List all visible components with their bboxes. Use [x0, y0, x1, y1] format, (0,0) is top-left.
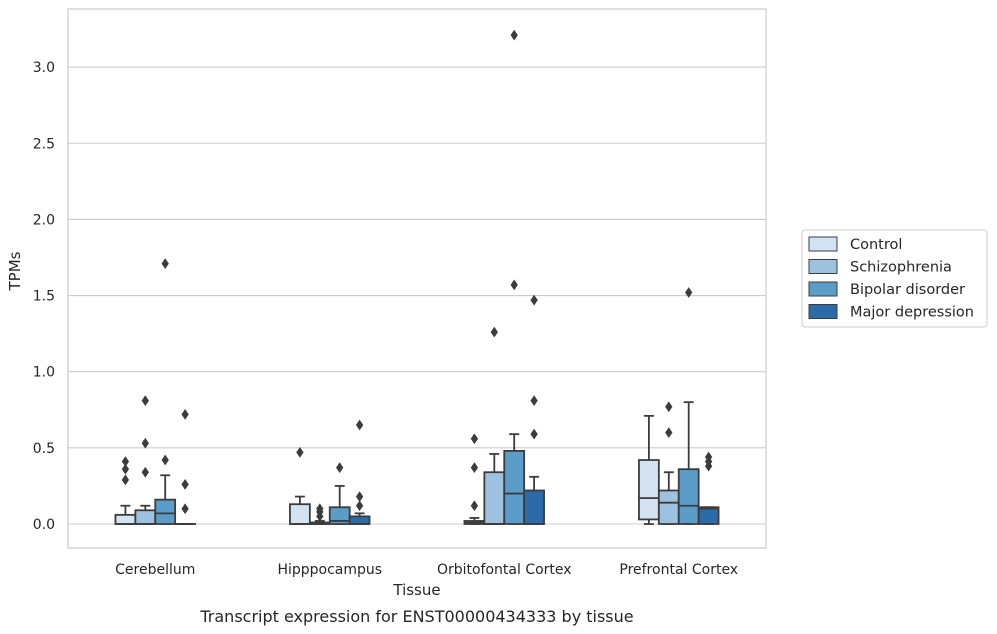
legend-swatch: [808, 259, 838, 274]
outlier-point: [121, 456, 130, 467]
legend-swatch: [808, 304, 838, 319]
outlier-point: [181, 503, 189, 515]
y-tick-label: 0.5: [33, 441, 55, 457]
x-axis-title: Tissue: [392, 581, 440, 599]
outlier-point: [510, 279, 518, 291]
box-2-0: [154, 258, 177, 525]
box-2-2: [503, 29, 526, 525]
legend-label: Major depression: [850, 305, 974, 321]
box-body: [697, 506, 720, 525]
y-tick-label: 3.0: [33, 60, 55, 76]
y-tick-label: 1.5: [33, 289, 55, 305]
outlier-point: [336, 462, 344, 474]
grid-lines: [68, 66, 766, 525]
legend: Control Schizophrenia Bipolar disorder Majo…: [801, 229, 988, 328]
box-0-0: [114, 456, 137, 525]
outlier-point: [181, 408, 189, 420]
legend-label: Control: [850, 237, 902, 253]
box-body: [483, 471, 506, 525]
outlier-point: [355, 491, 364, 502]
outlier-point: [530, 395, 538, 407]
box-body: [677, 468, 700, 525]
outlier-point: [470, 500, 479, 512]
box-0-1: [289, 447, 311, 525]
box-body: [348, 515, 371, 525]
box-0-2: [463, 433, 486, 525]
y-tick-label: 0.0: [33, 517, 55, 533]
outlier-point: [141, 466, 149, 478]
outlier-point: [296, 447, 304, 458]
legend-label: Schizophrenia: [850, 260, 952, 276]
x-tick-label: Cerebellum: [115, 562, 195, 578]
box-3-2: [523, 294, 545, 525]
x-tick-label: Orbitofontal Cortex: [437, 562, 572, 578]
y-tick-label: 1.0: [33, 365, 55, 381]
outlier-point: [181, 479, 189, 490]
x-tick-label: Prefrontal Cortex: [619, 562, 738, 578]
outlier-point: [141, 437, 149, 449]
box-2-3: [677, 287, 700, 525]
y-axis-title: TPMs: [6, 251, 24, 291]
box-body: [503, 449, 526, 525]
x-axis-ticks: Cerebellum Hipppocampus Orbitofontal Corte…: [115, 562, 738, 578]
box-1-1: [308, 503, 331, 525]
y-tick-label: 2.0: [33, 212, 55, 228]
box-body: [114, 513, 137, 525]
box-body: [657, 489, 680, 525]
legend-items: Control Schizophrenia Bipolar disorder Majo…: [808, 236, 974, 321]
box-1-3: [657, 401, 680, 525]
chart-caption: Transcript expression for ENST0000043433…: [199, 607, 633, 626]
outlier-point: [685, 287, 693, 298]
y-tick-label: 2.5: [33, 136, 55, 152]
box-body: [523, 489, 545, 525]
box-body: [638, 459, 660, 521]
box-layer: [114, 29, 720, 525]
legend-swatch: [808, 281, 838, 297]
outlier-point: [316, 503, 324, 515]
outlier-point: [141, 395, 149, 407]
y-axis-ticks: 0.0 0.5 1.0 1.5 2.0 2.5 3.0: [33, 60, 55, 533]
outlier-point: [161, 258, 169, 269]
box-body: [289, 503, 311, 525]
legend-label: Bipolar disorder: [850, 282, 965, 298]
outlier-point: [530, 294, 538, 306]
outlier-point: [470, 462, 479, 474]
box-3-0: [174, 408, 196, 525]
outlier-point: [470, 433, 479, 445]
box-body: [134, 509, 157, 525]
legend-frame: [801, 229, 988, 328]
outlier-point: [121, 474, 130, 486]
outlier-point: [530, 428, 538, 440]
outlier-point: [161, 454, 169, 466]
box-2-1: [328, 462, 351, 525]
outlier-point: [510, 29, 518, 41]
box-body: [154, 498, 177, 525]
outlier-point: [704, 451, 713, 463]
box-3-1: [348, 419, 371, 525]
outlier-point: [490, 326, 498, 338]
legend-swatch: [808, 236, 838, 252]
outlier-point: [665, 427, 673, 438]
box-0-3: [638, 414, 660, 525]
box-1-0: [134, 395, 157, 525]
outlier-point: [121, 463, 130, 475]
box-3-3: [697, 451, 720, 525]
x-tick-label: Hipppocampus: [277, 562, 382, 578]
plot-area-frame: [67, 8, 767, 549]
outlier-point: [355, 419, 364, 431]
box-1-2: [483, 326, 506, 525]
outlier-point: [355, 500, 364, 512]
outlier-point: [665, 401, 673, 413]
